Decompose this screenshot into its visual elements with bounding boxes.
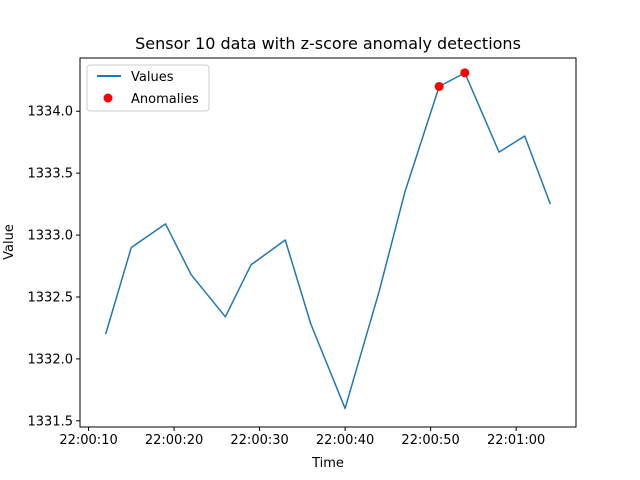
y-tick-label: 1331.5 [28,414,74,429]
legend: Values Anomalies [86,64,210,112]
x-tick-label: 22:00:20 [145,433,203,448]
y-tick-label: 1333.5 [28,167,74,182]
legend-anomalies-swatch [103,93,113,103]
y-tick-label: 1333.0 [28,229,74,244]
values-series-line [104,72,552,410]
legend-values-label: Values [131,70,174,85]
x-tick-label: 22:01:00 [487,433,545,448]
chart-title: Sensor 10 data with z-score anomaly dete… [135,34,521,53]
y-axis-label: Value [2,224,17,260]
legend-anomalies-label: Anomalies [131,92,199,107]
y-tick-label: 1332.0 [28,352,74,367]
x-tick-label: 22:00:40 [316,433,374,448]
plot-area [104,68,552,410]
y-tick-label: 1334.0 [28,105,74,120]
x-tick-label: 22:00:50 [401,433,459,448]
anomaly-point [434,81,444,91]
axes-frame [79,57,577,428]
x-axis: 22:00:10 22:00:20 22:00:30 22:00:40 22:00:50… [59,427,545,448]
x-axis-label: Time [311,456,344,471]
x-tick-label: 22:00:30 [230,433,288,448]
y-tick-label: 1332.5 [28,290,74,305]
y-axis: 1331.5 1332.0 1332.5 1333.0 1333.5 1334.0 [28,105,80,429]
x-tick-label: 22:00:10 [59,433,117,448]
anomaly-point [460,68,470,78]
